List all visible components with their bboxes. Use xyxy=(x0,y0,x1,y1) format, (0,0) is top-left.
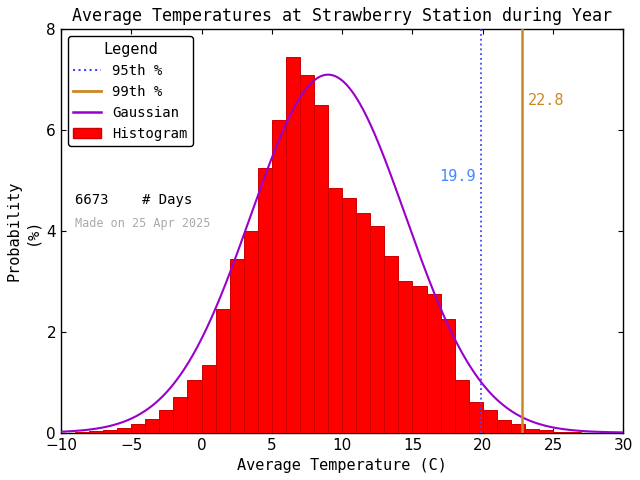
Y-axis label: Probability
(%): Probability (%) xyxy=(7,181,39,281)
Bar xyxy=(145,419,159,432)
Text: 19.9: 19.9 xyxy=(439,168,476,183)
Bar xyxy=(89,431,103,432)
Text: Made on 25 Apr 2025: Made on 25 Apr 2025 xyxy=(75,217,211,230)
Text: 6673    # Days: 6673 # Days xyxy=(75,192,192,206)
Bar xyxy=(300,75,314,432)
Bar xyxy=(173,397,188,432)
Bar xyxy=(230,259,244,432)
Legend: 95th %, 99th %, Gaussian, Histogram: 95th %, 99th %, Gaussian, Histogram xyxy=(68,36,193,146)
Bar xyxy=(440,319,454,432)
Bar xyxy=(468,402,483,432)
Bar xyxy=(511,423,525,432)
Bar xyxy=(131,423,145,432)
Bar xyxy=(342,198,356,432)
Bar xyxy=(426,294,440,432)
Bar xyxy=(244,231,258,432)
Bar xyxy=(525,429,539,432)
Bar xyxy=(272,120,286,432)
Bar xyxy=(384,256,398,432)
X-axis label: Average Temperature (C): Average Temperature (C) xyxy=(237,458,447,473)
Bar xyxy=(216,309,230,432)
Bar xyxy=(103,430,117,432)
Bar xyxy=(371,226,384,432)
Bar xyxy=(412,287,426,432)
Bar xyxy=(539,430,553,432)
Bar xyxy=(454,380,468,432)
Title: Average Temperatures at Strawberry Station during Year: Average Temperatures at Strawberry Stati… xyxy=(72,7,612,25)
Bar xyxy=(314,105,328,432)
Bar xyxy=(497,420,511,432)
Bar xyxy=(188,380,202,432)
Bar xyxy=(398,281,412,432)
Bar xyxy=(356,213,371,432)
Bar xyxy=(117,428,131,432)
Bar xyxy=(202,365,216,432)
Bar xyxy=(286,57,300,432)
Bar xyxy=(258,168,272,432)
Text: 22.8: 22.8 xyxy=(528,93,564,108)
Bar xyxy=(328,188,342,432)
Bar xyxy=(483,410,497,432)
Bar xyxy=(159,410,173,432)
